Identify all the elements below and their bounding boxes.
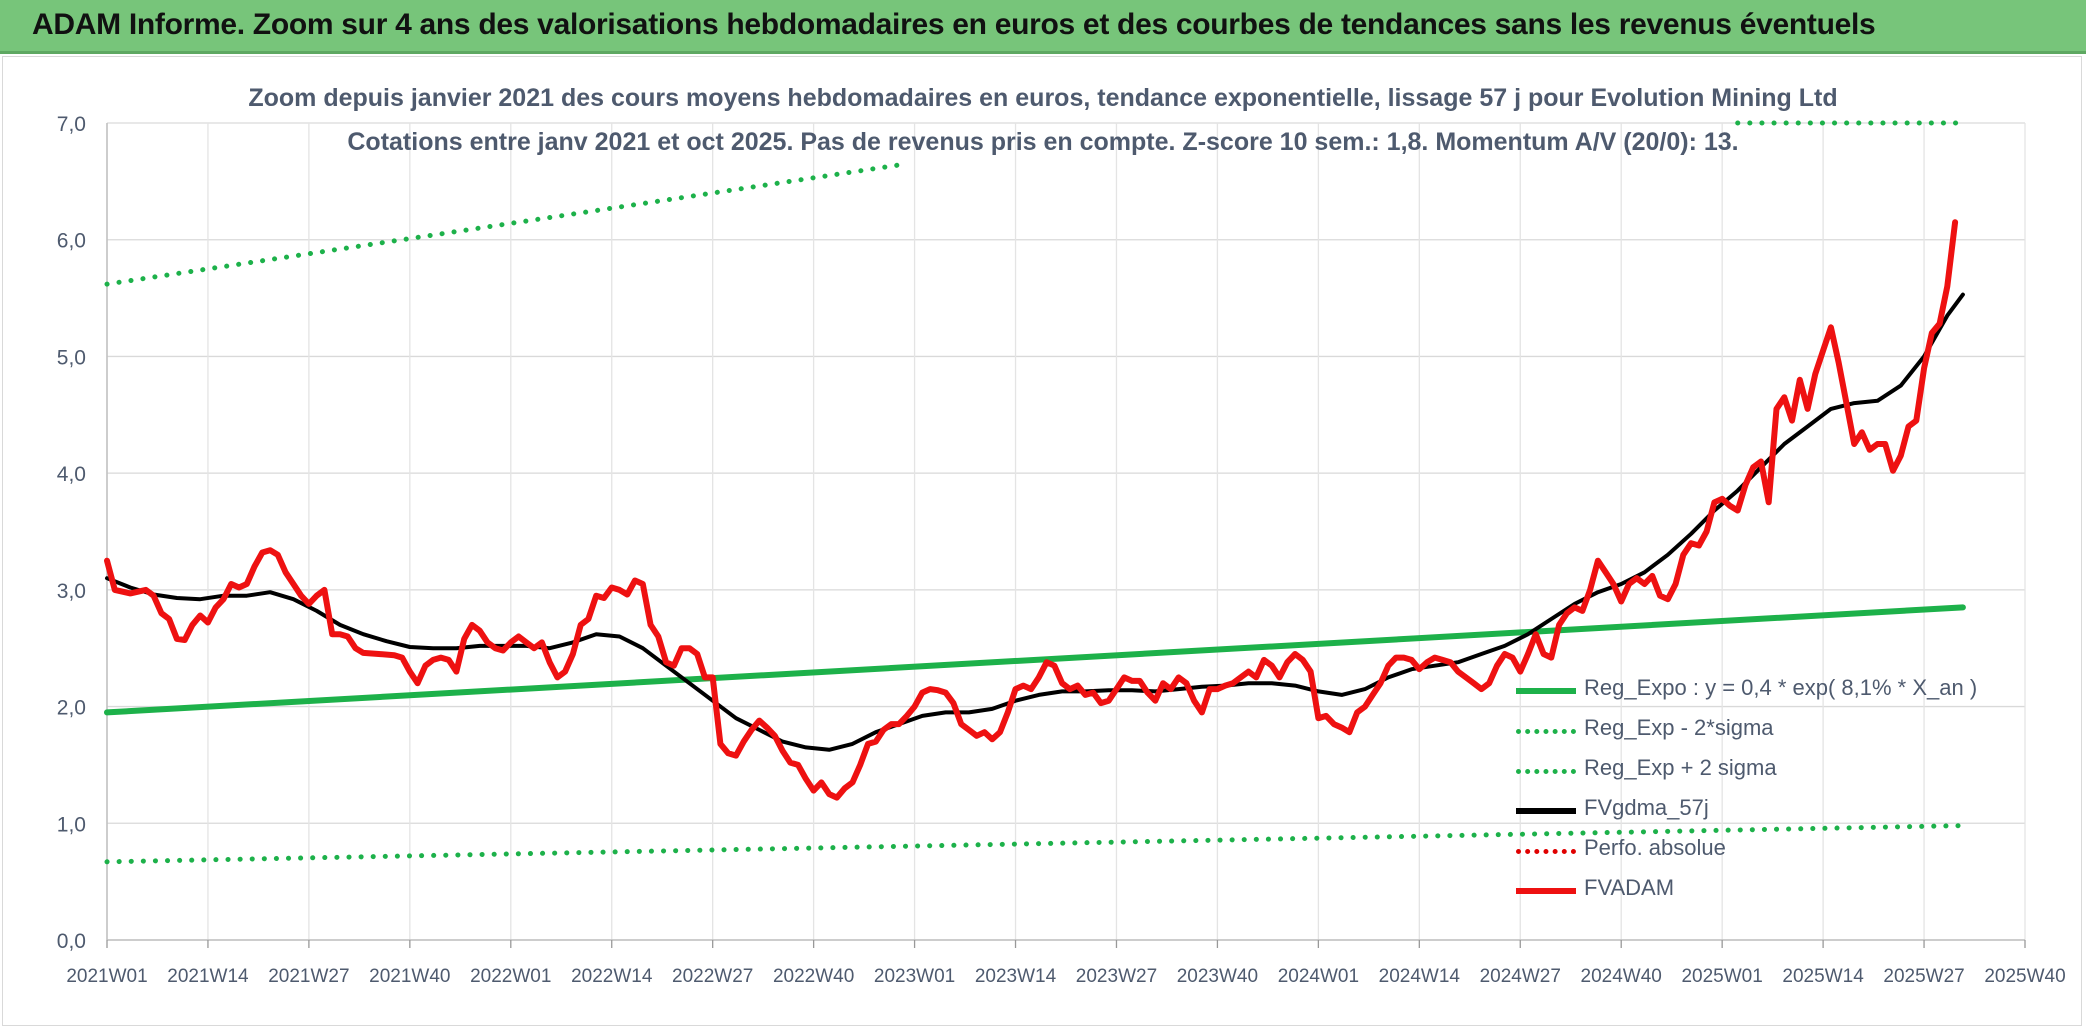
y-tick-label: 4,0 [57, 463, 86, 486]
y-tick-label: 2,0 [57, 697, 86, 720]
x-tick-label: 2024W40 [1581, 966, 1662, 987]
legend-label: FVADAM [1584, 875, 1675, 900]
legend-label: Reg_Exp + 2 sigma [1584, 755, 1777, 780]
legend-swatch [1516, 849, 1576, 854]
y-tick-label: 3,0 [57, 580, 86, 603]
grid [106, 122, 2026, 941]
y-tick-label: 1,0 [57, 813, 86, 836]
chart-title-line1: Zoom depuis janvier 2021 des cours moyen… [248, 84, 1838, 112]
legend-swatch [1516, 688, 1576, 694]
x-axis: 2021W01 2021W14 2021W27 2021W40 2022W01 2022W… [66, 940, 2066, 987]
y-tick-label: 5,0 [57, 346, 86, 369]
x-tick-label: 2023W27 [1076, 966, 1157, 987]
legend-item-perfo: Perfo. absolue [1516, 835, 2076, 865]
legend-swatch [1516, 888, 1576, 894]
legend-item-fvgdma: FVgdma_57j [1516, 795, 2076, 825]
chart-title-line2: Cotations entre janv 2021 et oct 2025. P… [347, 128, 1739, 156]
x-tick-label: 2022W40 [773, 966, 854, 987]
x-tick-label: 2021W40 [369, 966, 450, 987]
legend-item-fvadam: FVADAM [1516, 875, 2076, 905]
legend-label: Perfo. absolue [1584, 835, 1726, 860]
report-banner: ADAM Informe. Zoom sur 4 ans des valoris… [0, 0, 2086, 54]
x-tick-label: 2023W14 [975, 966, 1057, 987]
x-tick-label: 2024W27 [1480, 966, 1561, 987]
chart-frame [2, 56, 2082, 1026]
x-tick-label: 2022W27 [672, 966, 753, 987]
y-axis: 0,0 1,0 2,0 3,0 4,0 5,0 6,0 7,0 [57, 113, 86, 953]
report-title: ADAM Informe. Zoom sur 4 ans des valoris… [32, 8, 1876, 41]
legend-item-reg_expo: Reg_Expo : y = 0,4 * exp( 8,1% * X_an ) [1516, 675, 2076, 705]
legend-swatch [1516, 808, 1576, 814]
legend-label: Reg_Expo : y = 0,4 * exp( 8,1% * X_an ) [1584, 675, 1978, 700]
x-tick-label: 2021W01 [66, 966, 147, 987]
legend-item-reg_upper: Reg_Exp + 2 sigma [1516, 755, 2076, 785]
legend-swatch [1516, 729, 1576, 734]
x-tick-label: 2025W27 [1883, 966, 1964, 987]
x-tick-label: 2024W01 [1278, 966, 1359, 987]
series-fvadam [104, 219, 1959, 801]
series-layer [104, 120, 1966, 865]
x-tick-label: 2024W14 [1379, 966, 1461, 987]
x-tick-label: 2022W01 [470, 966, 551, 987]
y-tick-label: 6,0 [57, 230, 86, 253]
legend-label: FVgdma_57j [1584, 795, 1709, 820]
legend-item-reg_lower: Reg_Exp - 2*sigma [1516, 715, 2076, 745]
series-reg-expo [104, 604, 1966, 716]
x-tick-label: 2021W27 [268, 966, 349, 987]
legend-label: Reg_Exp - 2*sigma [1584, 715, 1774, 740]
x-tick-label: 2023W40 [1177, 966, 1258, 987]
x-tick-label: 2021W14 [167, 966, 249, 987]
series-reg-exp-minus-2sigma [104, 823, 1966, 865]
series-reg-exp-plus-2sigma [104, 161, 910, 287]
series-fvgdma-57j [105, 292, 1965, 752]
x-tick-label: 2025W01 [1681, 966, 1762, 987]
legend-swatch [1516, 769, 1576, 774]
y-tick-label: 7,0 [57, 113, 86, 136]
x-tick-label: 2023W01 [874, 966, 955, 987]
x-tick-label: 2022W14 [571, 966, 653, 987]
x-tick-label: 2025W40 [1984, 966, 2065, 987]
y-tick-label: 0,0 [57, 930, 86, 953]
x-tick-label: 2025W14 [1782, 966, 1864, 987]
